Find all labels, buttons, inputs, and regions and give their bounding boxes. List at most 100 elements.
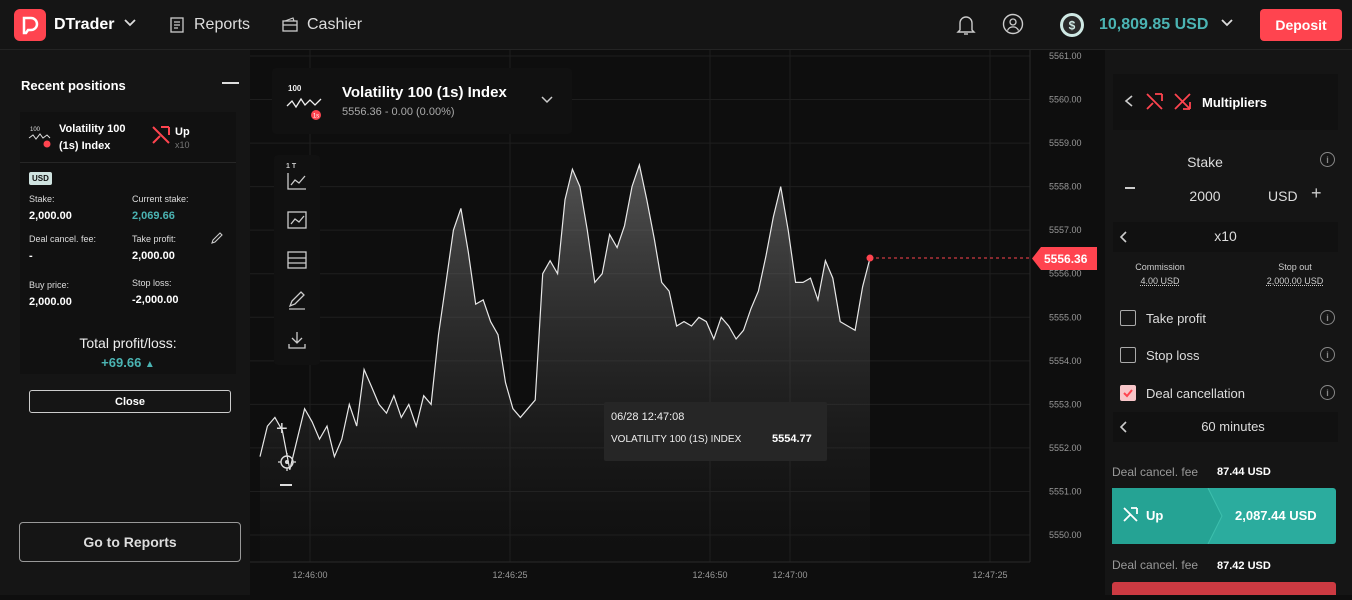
multiplier-chevron-left-icon[interactable] bbox=[1119, 230, 1129, 244]
buy-price-value: 2,000.00 bbox=[29, 296, 72, 308]
take-profit-value: 2,000.00 bbox=[132, 250, 175, 262]
stake-decrease-icon[interactable] bbox=[1125, 187, 1135, 189]
multiplier-up-trade-icon bbox=[1146, 93, 1163, 110]
stake-info-icon[interactable]: i bbox=[1320, 152, 1335, 167]
down-purchase-button[interactable] bbox=[1112, 582, 1336, 595]
bell-icon[interactable] bbox=[955, 13, 977, 42]
deal-cancel-fee-up-value: 87.44 USD bbox=[1217, 466, 1271, 478]
stake-input[interactable]: 2000 bbox=[1189, 188, 1221, 204]
y-tick-label: 5560.00 bbox=[1049, 95, 1082, 105]
y-tick-label: 5552.00 bbox=[1049, 443, 1082, 453]
market-chevron-down-icon[interactable] bbox=[540, 92, 554, 106]
crosshair-tooltip: 06/28 12:47:08 VOLATILITY 100 (1S) INDEX… bbox=[604, 402, 827, 461]
up-arrow-icon bbox=[1123, 507, 1138, 522]
recent-positions-panel: Recent positions 100 Volatility 100 (1s)… bbox=[0, 50, 250, 595]
top-header: DTrader Reports Cashier $ 10,809.85 USD … bbox=[0, 0, 1352, 50]
edit-pencil-icon[interactable] bbox=[210, 231, 224, 245]
take-profit-info-icon[interactable]: i bbox=[1320, 310, 1335, 325]
stop-out-label: Stop out bbox=[1278, 262, 1312, 272]
stop-loss-toggle[interactable]: Stop loss bbox=[1120, 347, 1199, 363]
balance-chevron-down-icon[interactable] bbox=[1219, 15, 1235, 36]
take-profit-label: Take profit: bbox=[132, 234, 177, 244]
zoom-in-icon[interactable]: + bbox=[276, 418, 288, 440]
deal-cancellation-checkbox[interactable] bbox=[1120, 385, 1136, 401]
stake-currency: USD bbox=[1268, 188, 1298, 204]
x-tick-label: 12:46:00 bbox=[292, 570, 327, 580]
market-name: Volatility 100 (1s) Index bbox=[342, 84, 507, 101]
total-profit-value: +69.66 bbox=[101, 355, 142, 370]
buy-price-label: Buy price: bbox=[29, 280, 70, 290]
x-tick-label: 12:47:25 bbox=[972, 570, 1007, 580]
take-profit-checkbox[interactable] bbox=[1120, 310, 1136, 326]
chevron-down-icon[interactable] bbox=[122, 15, 138, 36]
trade-type-title: Multipliers bbox=[1202, 95, 1268, 110]
stake-value: 2,000.00 bbox=[29, 210, 72, 222]
market-selector[interactable]: 100 1s Volatility 100 (1s) Index 5556.36… bbox=[272, 68, 572, 134]
crosshair-icon[interactable] bbox=[278, 453, 296, 471]
close-position-button[interactable]: Close bbox=[29, 390, 231, 413]
templates-icon[interactable] bbox=[286, 250, 308, 270]
indicators-icon[interactable] bbox=[286, 210, 308, 230]
collapse-minus-icon[interactable] bbox=[222, 82, 239, 84]
market-badge-text: 1s bbox=[313, 114, 319, 120]
download-icon[interactable] bbox=[286, 330, 308, 350]
app-brand[interactable]: DTrader bbox=[54, 16, 115, 33]
y-tick-label: 5561.00 bbox=[1049, 51, 1082, 61]
position-card[interactable]: 100 Volatility 100 (1s) Index Up x10 USD… bbox=[20, 112, 236, 374]
position-symbol-line1: Volatility 100 bbox=[59, 123, 126, 135]
nav-reports[interactable]: Reports bbox=[168, 16, 250, 34]
trade-type-header[interactable]: Multipliers bbox=[1113, 74, 1338, 130]
up-purchase-button[interactable]: Up 2,087.44 USD bbox=[1112, 488, 1336, 544]
deriv-logo-icon[interactable] bbox=[14, 9, 46, 41]
x-tick-label: 12:46:50 bbox=[692, 570, 727, 580]
duration-selector[interactable]: 60 minutes bbox=[1113, 412, 1338, 442]
x-tick-label: 12:47:00 bbox=[772, 570, 807, 580]
cashier-icon bbox=[282, 17, 298, 32]
stake-label: Stake: bbox=[29, 194, 55, 204]
volatility-symbol-icon: 100 bbox=[28, 127, 51, 148]
zoom-out-icon[interactable] bbox=[280, 484, 292, 486]
deposit-button[interactable]: Deposit bbox=[1260, 9, 1342, 41]
deal-cancel-fee-label: Deal cancel. fee: bbox=[29, 234, 97, 244]
price-chart[interactable]: 5561.00 5560.00 5559.00 5558.00 5557.00 5556.… bbox=[250, 50, 1105, 595]
nav-cashier[interactable]: Cashier bbox=[281, 16, 362, 34]
chart-area[interactable]: 5561.00 5560.00 5559.00 5558.00 5557.00 5556.… bbox=[250, 50, 1105, 595]
current-price-text: 5556.36 bbox=[1044, 252, 1088, 266]
multiplier-selector[interactable]: x10 bbox=[1113, 222, 1338, 252]
stop-loss-info-icon[interactable]: i bbox=[1320, 347, 1335, 362]
y-tick-label: 5550.00 bbox=[1049, 530, 1082, 540]
market-icon-text: 100 bbox=[288, 84, 302, 93]
take-profit-text: Take profit bbox=[1146, 310, 1206, 326]
y-tick-label: 5557.00 bbox=[1049, 225, 1082, 235]
duration-chevron-left-icon[interactable] bbox=[1119, 420, 1129, 434]
svg-text:100: 100 bbox=[30, 127, 41, 133]
total-profit-label: Total profit/loss: bbox=[79, 335, 177, 351]
currency-usd-icon[interactable]: $ bbox=[1059, 12, 1085, 43]
tooltip-time: 06/28 12:47:08 bbox=[611, 411, 685, 423]
multiplier-up-icon bbox=[152, 126, 170, 144]
multiplier-value: x10 bbox=[1214, 228, 1237, 244]
stake-increase-icon[interactable]: + bbox=[1311, 183, 1322, 203]
deal-cancellation-toggle[interactable]: Deal cancellation bbox=[1120, 385, 1245, 401]
take-profit-toggle[interactable]: Take profit bbox=[1120, 310, 1206, 326]
position-direction: Up bbox=[175, 126, 190, 138]
currency-badge: USD bbox=[29, 172, 52, 185]
drawing-tools-icon[interactable] bbox=[286, 290, 308, 310]
tooltip-symbol: VOLATILITY 100 (1S) INDEX bbox=[611, 434, 742, 445]
nav-cashier-label: Cashier bbox=[307, 16, 363, 33]
interval-label: 1 T bbox=[286, 163, 297, 170]
deal-cancel-fee-down-label: Deal cancel. fee bbox=[1112, 558, 1199, 572]
chart-type-icon[interactable] bbox=[286, 171, 308, 191]
y-tick-label: 5558.00 bbox=[1049, 182, 1082, 192]
back-chevron-left-icon[interactable] bbox=[1123, 94, 1135, 108]
account-icon[interactable] bbox=[1002, 13, 1024, 40]
deal-cancellation-info-icon[interactable]: i bbox=[1320, 385, 1335, 400]
duration-value: 60 minutes bbox=[1201, 419, 1265, 434]
y-tick-label: 5556.00 bbox=[1049, 269, 1082, 279]
account-balance[interactable]: 10,809.85 USD bbox=[1099, 16, 1209, 33]
stake-field-label: Stake bbox=[1187, 154, 1223, 170]
stop-loss-text: Stop loss bbox=[1146, 347, 1200, 363]
go-to-reports-button[interactable]: Go to Reports bbox=[19, 522, 241, 562]
stop-loss-checkbox[interactable] bbox=[1120, 347, 1136, 363]
x-tick-label: 12:46:25 bbox=[492, 570, 527, 580]
